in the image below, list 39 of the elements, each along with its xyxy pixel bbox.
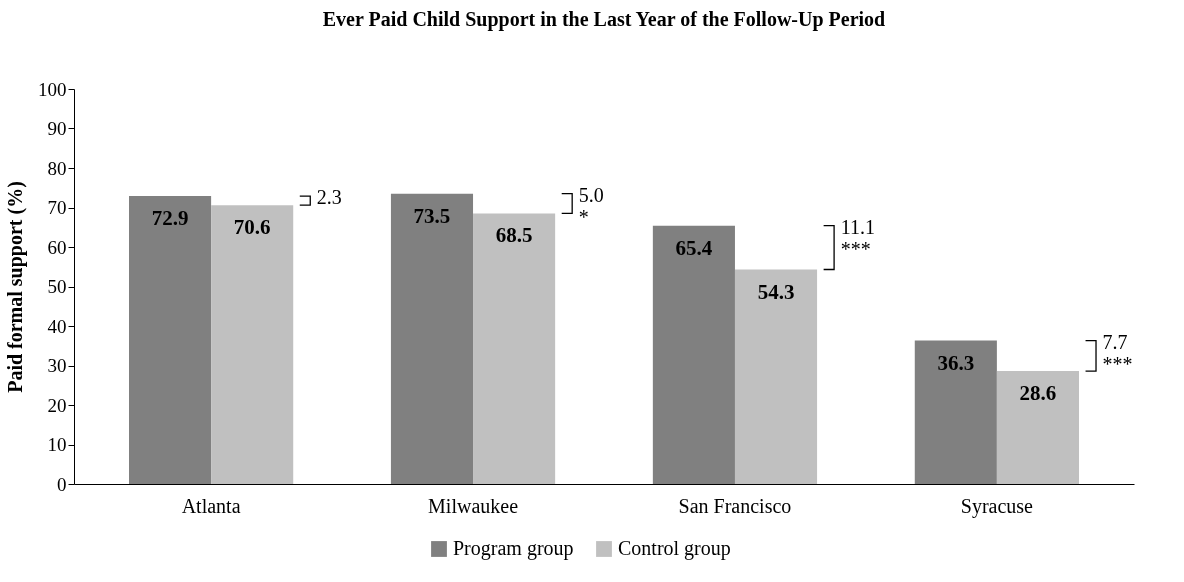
y-tick-label: 60 (47, 236, 67, 258)
annotation: 11.1 *** (840, 215, 875, 260)
y-tick-label: 10 (47, 434, 67, 455)
data-label: 70.6 (233, 215, 271, 240)
legend-label: Program group (453, 537, 574, 560)
y-tick-label: 90 (47, 118, 67, 139)
x-tick-label: Milwaukee (428, 494, 519, 517)
data-label: 73.5 (413, 203, 451, 228)
data-label: 65.4 (675, 235, 713, 260)
bar (390, 193, 474, 484)
y-tick-label: 20 (47, 394, 67, 416)
annotation: 2.3 (316, 186, 342, 209)
x-tick-label: San Francisco (678, 494, 792, 517)
y-tick-label: 100 (38, 78, 67, 100)
chart-title: Ever Paid Child Support in the Last Year of the Follow-Up Period (322, 8, 886, 31)
bar (734, 269, 818, 484)
y-tick-label: 40 (47, 315, 67, 337)
data-label: 28.6 (1019, 381, 1057, 406)
x-tick-label: Syracuse (960, 494, 1034, 518)
bar (473, 213, 556, 484)
legend-label: Control group (618, 537, 731, 560)
bar (652, 225, 735, 484)
data-label: 68.5 (495, 223, 533, 248)
bar (996, 371, 1079, 484)
y-tick-label: 70 (47, 197, 67, 218)
x-tick-label: Atlanta (181, 494, 241, 517)
annotation: 7.7 *** (1102, 330, 1133, 375)
bar (914, 340, 997, 484)
data-label: 54.3 (757, 279, 795, 304)
y-tick-label: 30 (47, 355, 67, 376)
data-label: 36.3 (937, 350, 975, 375)
bar (129, 196, 212, 484)
y-tick-label: 0 (57, 473, 67, 495)
y-tick-label: 80 (47, 157, 67, 179)
data-label: 72.9 (151, 206, 189, 231)
bar (211, 205, 294, 484)
annotation: 5.0 * (578, 183, 604, 228)
y-axis-title: Paid formal support (%) (4, 181, 27, 393)
y-tick-label: 50 (47, 276, 67, 297)
